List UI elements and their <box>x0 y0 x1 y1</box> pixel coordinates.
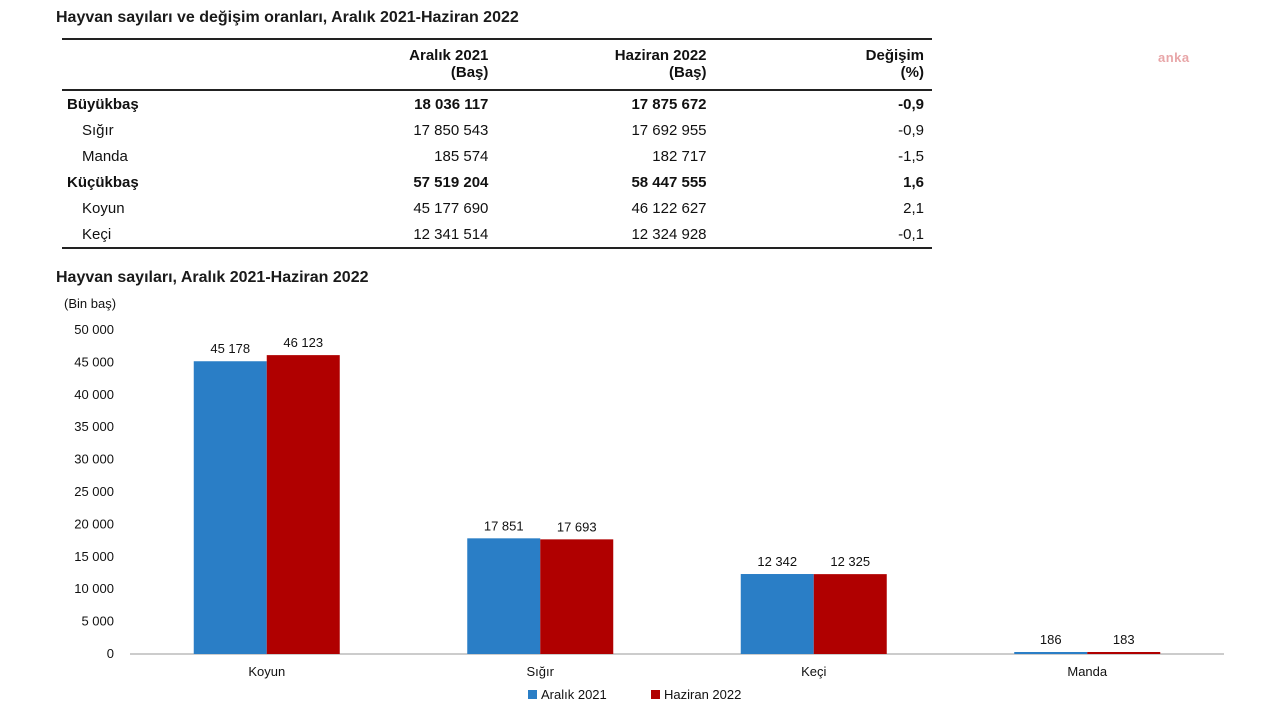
y-tick-label: 0 <box>107 646 114 661</box>
legend-swatch <box>651 690 660 699</box>
bar-aralik-2021 <box>467 538 541 654</box>
data-label: 46 123 <box>283 335 323 350</box>
change-cell: -0,1 <box>898 225 924 243</box>
x-tick-label: Sığır <box>527 664 555 679</box>
header-aralik-2021: Aralık 2021 (Baş) <box>360 39 497 91</box>
data-label: 186 <box>1040 632 1062 647</box>
value-2022-cell: 46 122 627 <box>631 199 707 217</box>
bar-aralik-2021 <box>740 574 814 654</box>
data-label: 17 851 <box>484 518 524 533</box>
table-row: Keçi 12 341 514 12 324 928 -0,1 <box>62 221 932 248</box>
y-tick-label: 40 000 <box>74 387 114 402</box>
watermark-logo: anka <box>1158 50 1190 65</box>
legend-label: Haziran 2022 <box>664 687 741 702</box>
y-axis-label: (Bin baş) <box>64 296 116 311</box>
value-2021-cell: 185 574 <box>434 147 489 165</box>
y-tick-label: 35 000 <box>74 419 114 434</box>
header-unit: (Baş) <box>450 64 489 81</box>
row-name-cell: Küçükbaş <box>67 173 139 191</box>
row-name-cell: Koyun <box>82 199 125 217</box>
row-name-cell: Büyükbaş <box>67 95 139 113</box>
chart-title: Hayvan sayıları, Aralık 2021-Haziran 202… <box>56 269 369 286</box>
header-empty <box>62 39 361 91</box>
x-tick-label: Keçi <box>801 664 826 679</box>
bar-aralik-2021 <box>193 361 267 654</box>
data-label: 17 693 <box>557 519 597 534</box>
data-label: 12 342 <box>757 554 797 569</box>
legend-label: Aralık 2021 <box>541 687 607 702</box>
data-label: 45 178 <box>210 341 250 356</box>
table-row: Koyun 45 177 690 46 122 627 2,1 <box>62 195 932 221</box>
table-title: Hayvan sayıları ve değişim oranları, Ara… <box>56 9 519 26</box>
x-tick-label: Manda <box>1067 664 1108 679</box>
bar-chart: (Bin baş) 0 5 000 10 000 15 000 20 000 25 000 3… <box>64 296 1224 702</box>
header-label: Değişim <box>865 47 924 64</box>
y-tick-label: 15 000 <box>74 549 114 564</box>
change-cell: -1,5 <box>898 147 924 165</box>
value-2022-cell: 17 692 955 <box>631 121 707 139</box>
header-unit: (Baş) <box>669 64 707 81</box>
value-2021-cell: 45 177 690 <box>413 199 489 217</box>
value-2022-cell: 58 447 555 <box>631 173 707 191</box>
y-tick-label: 10 000 <box>74 581 114 596</box>
change-cell: 1,6 <box>903 173 924 191</box>
data-label: 183 <box>1113 632 1135 647</box>
y-tick-label: 45 000 <box>74 354 114 369</box>
y-tick-label: 30 000 <box>74 452 114 467</box>
value-2022-cell: 182 717 <box>652 147 707 165</box>
livestock-table: Aralık 2021 (Baş) Haziran 2022 (Baş) Değ… <box>62 38 932 249</box>
header-label: Haziran 2022 <box>614 47 707 64</box>
table-header-row: Aralık 2021 (Baş) Haziran 2022 (Baş) Değ… <box>62 39 932 91</box>
row-name-cell: Manda <box>82 147 128 165</box>
row-name-cell: Keçi <box>82 225 112 243</box>
value-2022-cell: 17 875 672 <box>631 95 707 113</box>
change-cell: -0,9 <box>898 121 924 139</box>
value-2022-cell: 12 324 928 <box>631 225 707 243</box>
data-label: 12 325 <box>830 554 870 569</box>
header-unit: (%) <box>900 64 924 81</box>
bar-haziran-2022 <box>813 574 887 654</box>
change-cell: -0,9 <box>898 95 924 113</box>
header-haziran-2022: Haziran 2022 (Baş) <box>496 39 715 91</box>
value-2021-cell: 17 850 543 <box>413 121 489 139</box>
x-tick-label: Koyun <box>248 664 285 679</box>
y-tick-label: 25 000 <box>74 484 114 499</box>
value-2021-cell: 57 519 204 <box>413 173 489 191</box>
header-label: Aralık 2021 <box>409 47 489 64</box>
bar-aralik-2021 <box>1014 652 1088 654</box>
value-2021-cell: 18 036 117 <box>414 95 489 113</box>
bar-haziran-2022 <box>266 355 340 654</box>
bar-haziran-2022 <box>540 539 614 654</box>
table-row: Manda 185 574 182 717 -1,5 <box>62 143 932 169</box>
change-cell: 2,1 <box>903 199 924 217</box>
row-name-cell: Sığır <box>82 121 114 139</box>
y-tick-label: 50 000 <box>74 322 114 337</box>
y-tick-label: 20 000 <box>74 516 114 531</box>
bar-haziran-2022 <box>1087 652 1161 654</box>
legend-swatch <box>528 690 537 699</box>
value-2021-cell: 12 341 514 <box>413 225 489 243</box>
y-tick-label: 5 000 <box>81 614 114 629</box>
header-degisim: Değişim (%) <box>714 39 932 91</box>
table-row: Sığır 17 850 543 17 692 955 -0,9 <box>62 117 932 143</box>
table-row: Küçükbaş 57 519 204 58 447 555 1,6 <box>62 169 932 195</box>
table-row: Büyükbaş 18 036 117 17 875 672 -0,9 <box>62 90 932 117</box>
